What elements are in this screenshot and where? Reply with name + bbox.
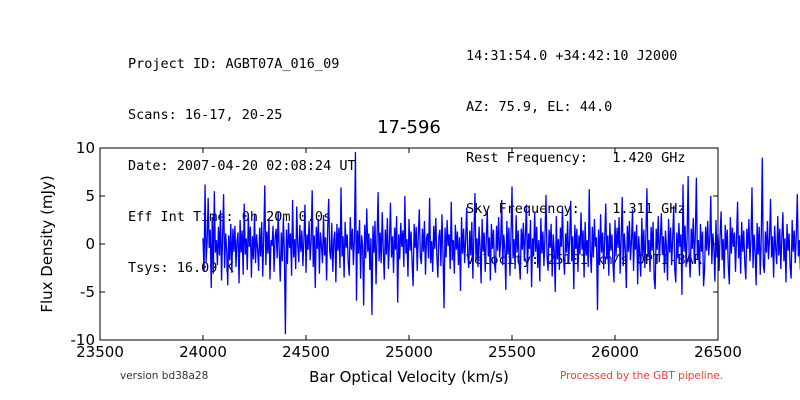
y-axis-label: Flux Density (mJy) (38, 175, 56, 312)
x-tick-label: 25000 (385, 343, 433, 361)
rest-frequency-text: Rest Frequency: 1.420 GHz (466, 150, 686, 166)
y-tick-label: 5 (85, 187, 95, 205)
date-text: Date: 2007-04-20 02:08:24 UT (128, 158, 356, 174)
chart-title: 17-596 (377, 117, 441, 138)
x-tick-label: 23500 (76, 343, 124, 361)
y-tick-label: 0 (85, 235, 95, 253)
y-tick-label: 10 (76, 139, 95, 157)
observation-info-left: Project ID: AGBT07A_016_09 Scans: 16-17,… (128, 22, 356, 311)
pipeline-note: Processed by the GBT pipeline. (560, 370, 724, 382)
spectrum-series-line (202, 151, 800, 335)
x-tick-label: 24500 (282, 343, 330, 361)
az-el-text: AZ: 75.9, EL: 44.0 (466, 99, 613, 115)
x-tick-label: 26000 (591, 343, 639, 361)
scans-text: Scans: 16-17, 20-25 (128, 107, 283, 123)
y-tick-label: -5 (80, 283, 95, 301)
x-tick-label: 26500 (694, 343, 742, 361)
version-note: version bd38a28 (120, 370, 209, 382)
project-id-text: Project ID: AGBT07A_016_09 (128, 56, 340, 72)
coordinates-text: 14:31:54.0 +34:42:10 J2000 (466, 48, 678, 64)
tsys-text: Tsys: 16.09 K (128, 260, 234, 276)
x-axis-label: Bar Optical Velocity (km/s) (309, 368, 509, 386)
y-tick-label: -10 (71, 331, 96, 349)
x-tick-label: 24000 (179, 343, 227, 361)
x-tick-label: 25500 (488, 343, 536, 361)
ticks-layer: 23500 24000 24500 25000 25500 26000 26500 -10 -5… (71, 139, 742, 361)
data-layer (202, 151, 800, 335)
